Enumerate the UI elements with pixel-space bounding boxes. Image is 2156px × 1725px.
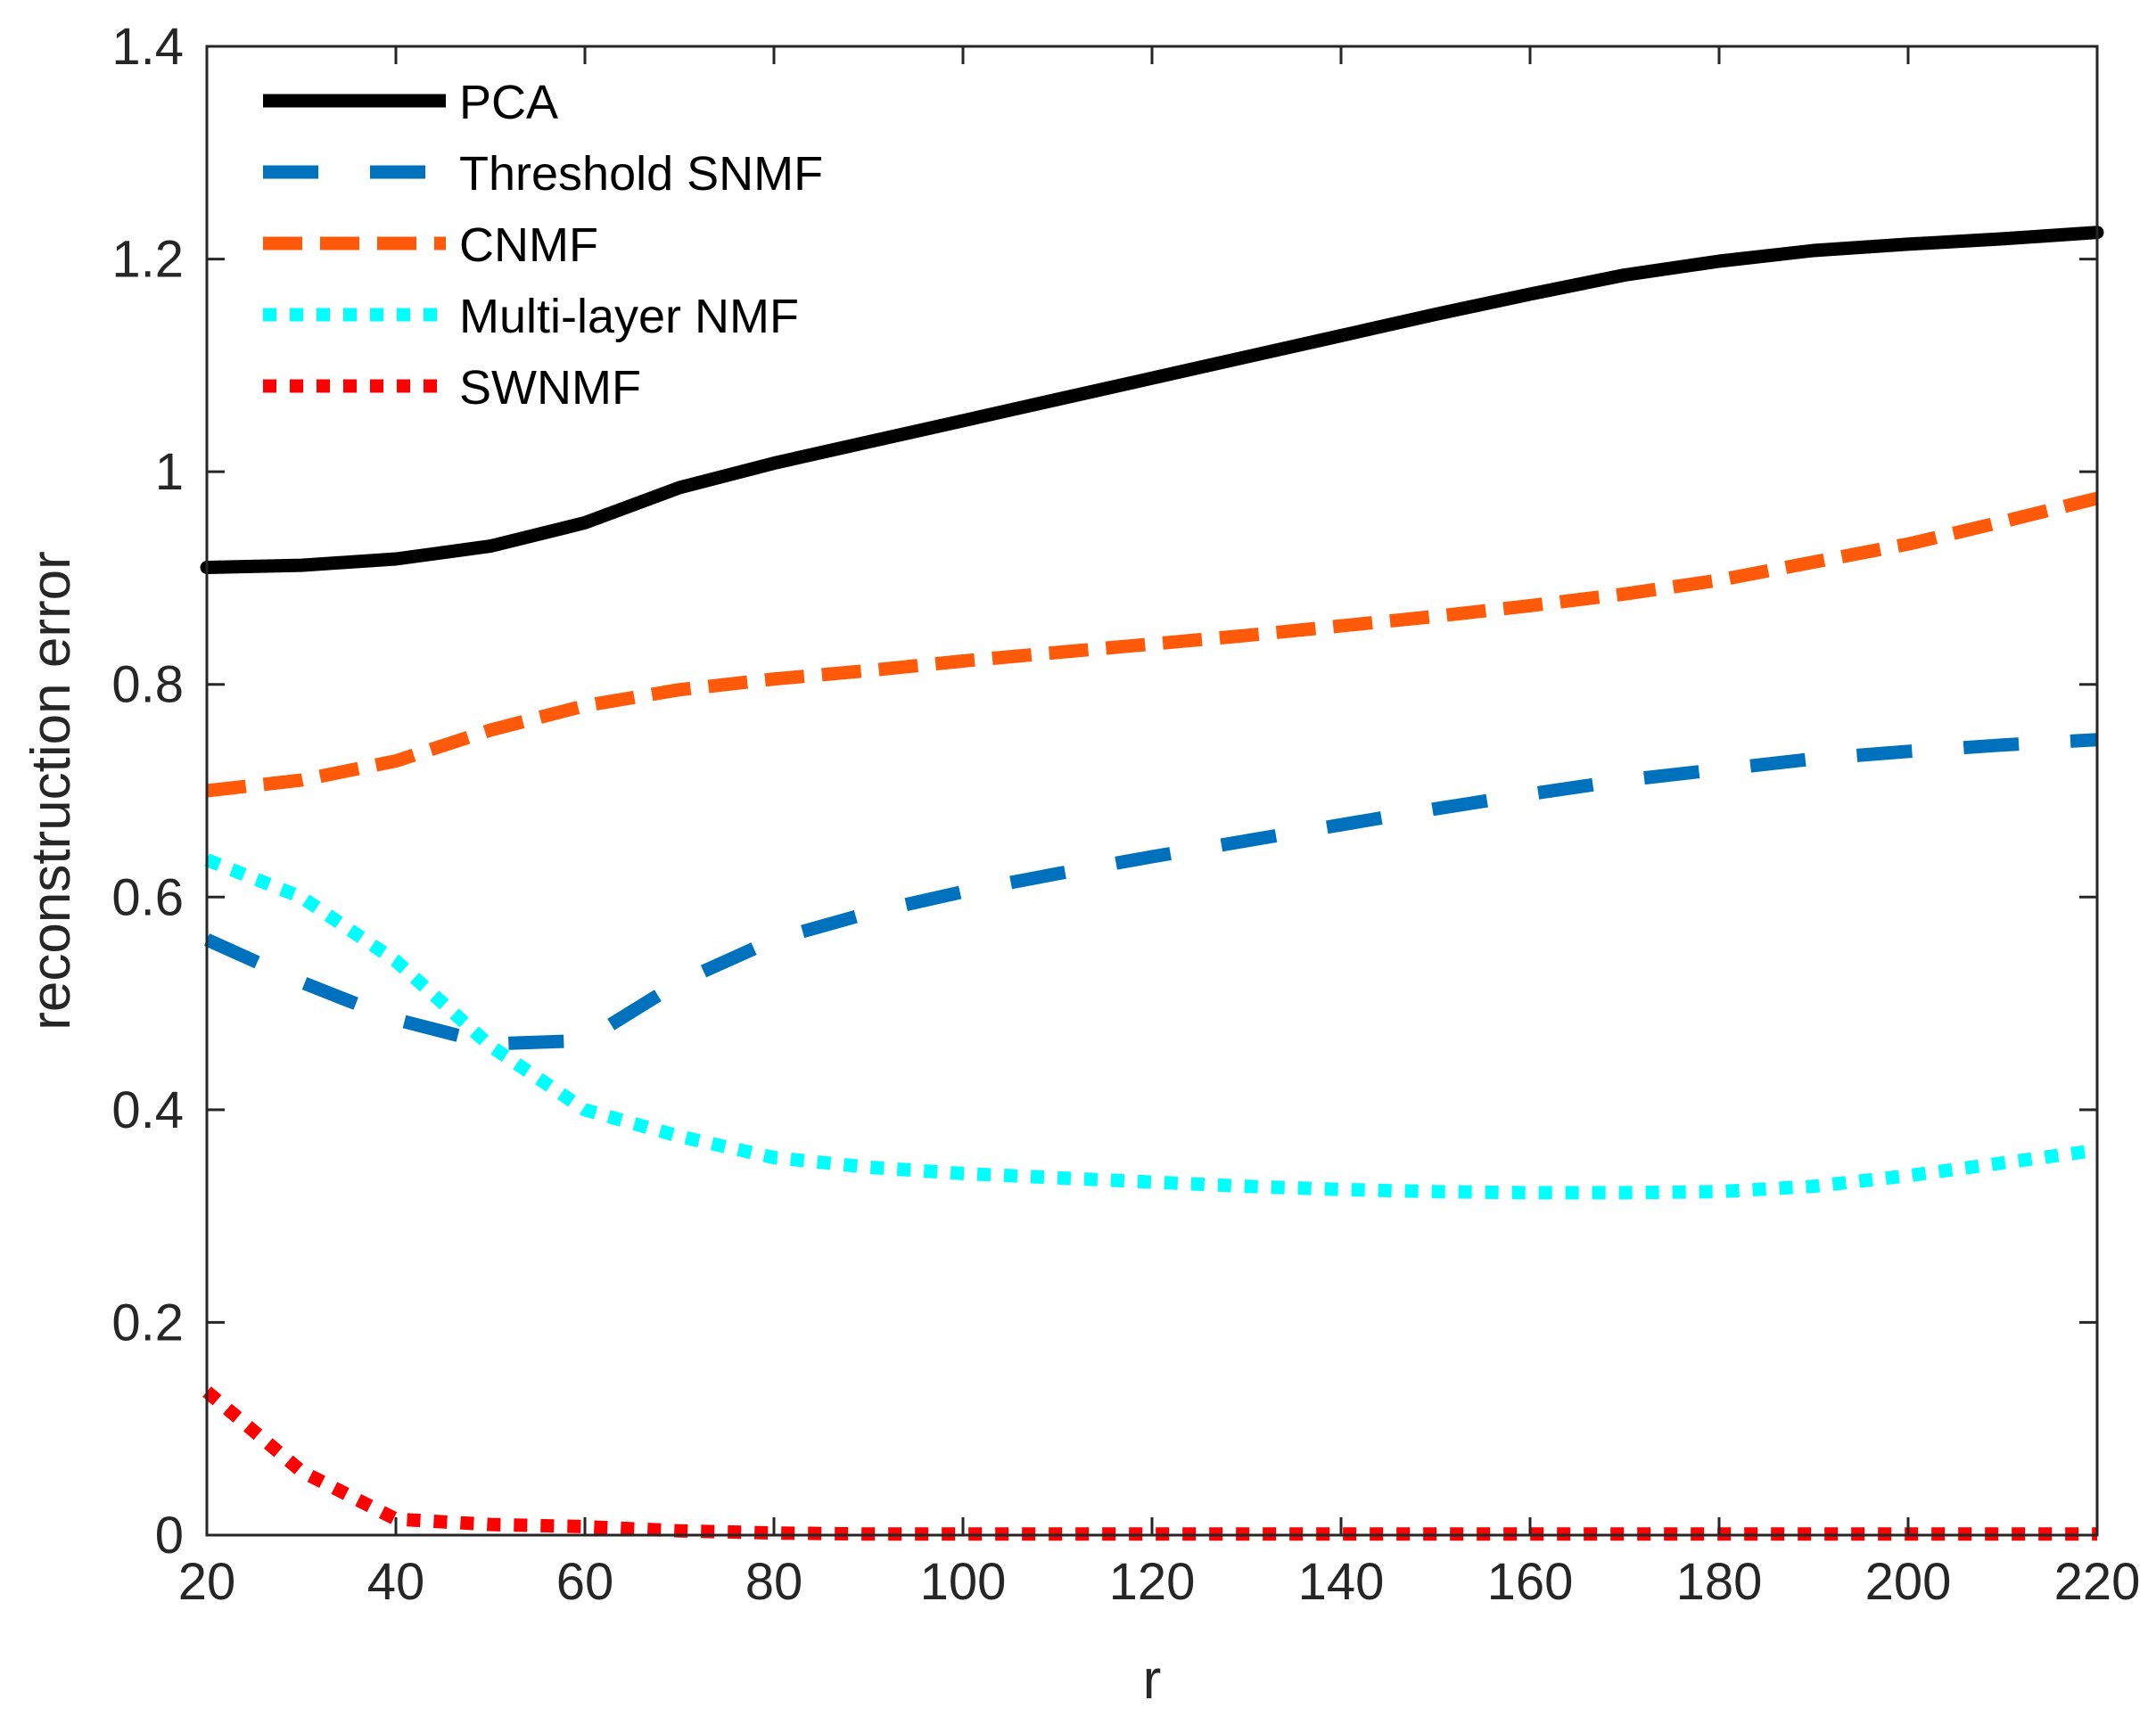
x-tick-label: 40 xyxy=(367,1553,425,1611)
y-tick-label: 1.2 xyxy=(111,231,184,289)
legend-label-cnmf: CNMF xyxy=(459,218,598,272)
series-line-pca xyxy=(200,226,2104,574)
x-axis-label: r xyxy=(1143,1649,1162,1711)
legend-label-swnmf: SWNMF xyxy=(459,361,641,415)
x-tick-label: 60 xyxy=(556,1553,614,1611)
legend-label-pca: PCA xyxy=(459,76,558,129)
x-ticks: 20 40 60 80 100 120 140 160 180 200 220 xyxy=(178,46,2141,1611)
y-axis-label: reconstruction error xyxy=(21,551,82,1031)
x-tick-label: 200 xyxy=(1865,1553,1952,1611)
y-ticks: 0 0.2 0.4 0.6 0.8 1 1.2 1.4 xyxy=(111,18,2097,1565)
series-line-cnmf xyxy=(206,491,2099,798)
y-tick-label: 1 xyxy=(155,443,184,501)
x-tick-label: 220 xyxy=(2054,1553,2141,1611)
y-tick-label: 0 xyxy=(155,1507,184,1565)
x-tick-label: 100 xyxy=(920,1553,1007,1611)
y-tick-label: 0.4 xyxy=(111,1081,184,1139)
x-tick-label: 180 xyxy=(1676,1553,1763,1611)
legend-label-multi-layer-nmf: Multi-layer NMF xyxy=(459,290,799,343)
x-tick-label: 120 xyxy=(1109,1553,1196,1611)
legend: PCA Threshold SNMF CNMF Multi-layer NMF SWNM… xyxy=(263,76,823,415)
x-tick-label: 140 xyxy=(1298,1553,1385,1611)
y-tick-label: 0.6 xyxy=(111,868,184,926)
legend-label-threshold-snmf: Threshold SNMF xyxy=(459,147,823,201)
y-tick-label: 1.4 xyxy=(111,18,184,76)
x-tick-label: 160 xyxy=(1487,1553,1574,1611)
series-line-multi-layer-nmf xyxy=(204,853,2099,1200)
y-tick-label: 0.2 xyxy=(111,1294,184,1351)
series-line-threshold-snmf xyxy=(203,733,2098,1051)
x-tick-label: 80 xyxy=(745,1553,803,1611)
y-tick-label: 0.8 xyxy=(111,656,184,714)
x-tick-label: 20 xyxy=(178,1553,236,1611)
